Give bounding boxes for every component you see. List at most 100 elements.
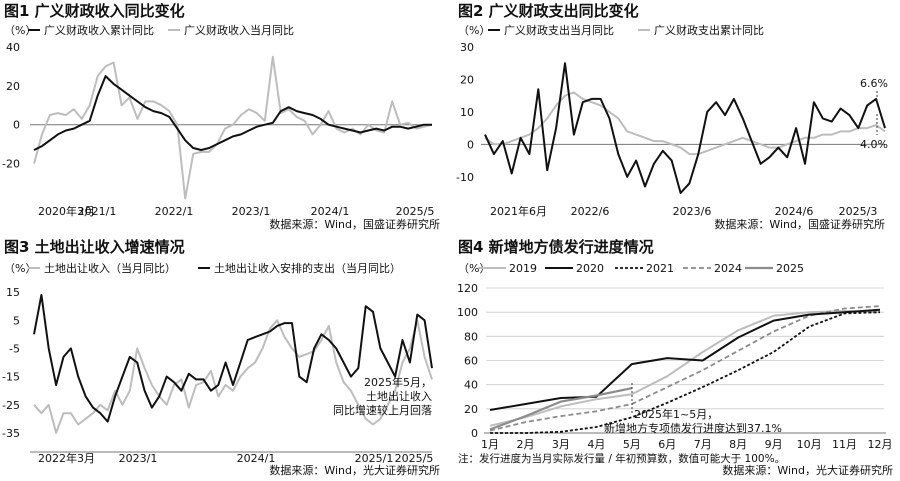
x-tick-label: 2023/1 — [119, 452, 158, 465]
x-tick-label: 12月 — [868, 438, 893, 451]
chart-title: 图3 土地出让收入增速情况 — [4, 238, 185, 256]
x-tick-label: 2021年6月 — [490, 204, 547, 218]
chart-title: 图4 新增地方债发行进度情况 — [458, 238, 654, 256]
annotation-text: 新增地方专项债发行进度达到37.1% — [604, 421, 782, 435]
legend-label: 2020 — [576, 262, 604, 275]
footnote: 注：发行进度为当月实际发行量 / 年初预算数，数值可能大于 100%。 — [458, 452, 785, 465]
annotation-label: 4.0% — [860, 138, 888, 151]
y-tick-label: -10 — [456, 171, 474, 184]
chart-panel-2: 图2 广义财政支出同比变化 （%） 广义财政支出当月同比 广义财政支出累计同比 -10 0… — [456, 2, 886, 231]
y-axis-unit: （%） — [458, 262, 490, 275]
x-tick-label: 2022年3月 — [38, 451, 95, 465]
x-tick-label: 2023/6 — [673, 205, 712, 218]
series-line-广义财政收入累计同比 — [33, 75, 432, 151]
x-tick-label: 2022/6 — [571, 205, 610, 218]
y-tick-label: 15 — [6, 286, 20, 299]
legend-label: 2024 — [714, 262, 742, 275]
legend-label: 广义财政支出累计同比 — [654, 23, 764, 37]
x-tick-label: 3月 — [552, 438, 570, 451]
legend: 广义财政支出当月同比 广义财政支出累计同比 — [488, 23, 764, 37]
y-tick-label: 40 — [6, 41, 20, 54]
annotation-chart-4: 2025年1~5月，新增地方专项债发行进度达到37.1% 注：发行进度为当月实际发… — [458, 383, 785, 465]
annotation-text: 同比增速较上月回落 — [333, 403, 432, 417]
x-tick-label: 8月 — [729, 438, 747, 451]
y-tick-label: 0 — [467, 138, 474, 151]
chart-panel-4: 图4 新增地方债发行进度情况（%） 2019 2020 2021 2024 2025020… — [457, 238, 893, 477]
legend: 土地出让收入（当月同比） 土地出让收入安排的支出（当月同比） — [28, 261, 401, 275]
series-line-2025 — [489, 387, 633, 431]
series-line-2021 — [490, 311, 881, 434]
legend-label: 广义财政收入累计同比 — [44, 23, 154, 37]
source-note: 数据来源：Wind，光大证券研究所 — [269, 463, 440, 477]
x-tick-label: 2025/5 — [396, 205, 435, 218]
x-tick-label: 2021/1 — [78, 205, 117, 218]
x-tick-label: 9月 — [765, 438, 783, 451]
annotation-label: 6.6% — [860, 77, 888, 90]
y-tick-label: 40 — [464, 379, 478, 392]
legend: 2019 2020 2021 2024 2025 — [478, 262, 804, 275]
x-tick-label: 11月 — [832, 438, 857, 451]
series-line-2020 — [489, 308, 881, 411]
series-line-2019 — [489, 310, 881, 427]
x-tick-label: 2025/1 — [355, 452, 394, 465]
y-tick-label: 10 — [460, 106, 474, 119]
x-tick-label: 2024/6 — [775, 205, 814, 218]
chart-panel-1: 图1 广义财政收入同比变化 （%） 广义财政收入累计同比 广义财政收入当月同比 -20 0… — [2, 2, 440, 231]
y-tick-label: 5 — [13, 314, 20, 327]
legend: 广义财政收入累计同比 广义财政收入当月同比 — [28, 23, 294, 37]
x-tick-label: 2025/3 — [839, 205, 878, 218]
y-tick-label: 100 — [457, 306, 478, 319]
y-axis-unit: （%） — [458, 24, 490, 37]
chart-title: 图2 广义财政支出同比变化 — [458, 2, 639, 20]
x-tick-label: 2023/1 — [232, 205, 271, 218]
legend-label: 2025 — [776, 262, 804, 275]
annotation-text: 2025年5月， — [364, 375, 432, 389]
y-tick-label: -35 — [2, 427, 20, 440]
chart-title: 图1 广义财政收入同比变化 — [4, 2, 185, 20]
x-tick-label: 2024/1 — [311, 205, 350, 218]
y-axis-unit: （%） — [4, 24, 36, 37]
y-tick-label: 20 — [464, 403, 478, 416]
legend-label: 广义财政支出当月同比 — [504, 23, 614, 37]
x-tick-label: 2025/5 — [395, 452, 434, 465]
y-tick-label: 60 — [464, 355, 478, 368]
chart-panel-3: 图3 土地出让收入增速情况 （%） 土地出让收入（当月同比） 土地出让收入安排的支出（… — [2, 238, 440, 477]
x-tick-label: 2022/1 — [155, 205, 194, 218]
legend-label: 广义财政收入当月同比 — [184, 23, 294, 37]
series-line-土地出让收入安排的支出（当月同比） — [33, 293, 433, 423]
x-tick-label: 10月 — [797, 438, 822, 451]
x-tick-label: 4月 — [587, 438, 605, 451]
series-line-土地出让收入（当月同比） — [33, 319, 433, 434]
series-line-广义财政支出累计同比 — [484, 91, 886, 156]
annotation-text: 2025年1~5月， — [634, 407, 718, 421]
y-tick-label: 120 — [457, 282, 478, 295]
legend-label: 2019 — [509, 262, 537, 275]
y-tick-label: 80 — [464, 330, 478, 343]
annotation-text: 土地出让收入 — [366, 389, 432, 403]
annotations-chart-2: 6.6% 4.0% — [860, 77, 888, 151]
source-note: 数据来源：Wind，国盛证券研究所 — [269, 217, 440, 231]
legend-label: 土地出让收入（当月同比） — [44, 261, 176, 275]
series-line-广义财政收入当月同比 — [33, 55, 433, 200]
y-axis-unit: （%） — [4, 262, 36, 275]
y-tick-label: 20 — [6, 80, 20, 93]
x-tick-label: 6月 — [658, 438, 676, 451]
y-tick-label: -20 — [2, 158, 20, 171]
x-tick-label: 7月 — [694, 438, 712, 451]
y-tick-label: 0 — [471, 427, 478, 440]
x-tick-label: 1月 — [481, 438, 499, 451]
y-tick-label: -5 — [9, 342, 20, 355]
legend-label: 2021 — [646, 262, 674, 275]
legend-label: 土地出让收入安排的支出（当月同比） — [214, 261, 401, 275]
source-note: 数据来源：Wind，光大证券研究所 — [722, 463, 893, 477]
x-tick-label: 5月 — [623, 438, 641, 451]
series-line-广义财政支出当月同比 — [484, 62, 886, 194]
y-tick-label: 20 — [460, 73, 474, 86]
y-tick-label: -15 — [2, 371, 20, 384]
x-tick-label: 2月 — [516, 438, 534, 451]
y-tick-label: -25 — [2, 399, 20, 412]
x-tick-label: 2020年3月 — [38, 204, 95, 218]
source-note: 数据来源：Wind，国盛证券研究所 — [714, 217, 885, 231]
